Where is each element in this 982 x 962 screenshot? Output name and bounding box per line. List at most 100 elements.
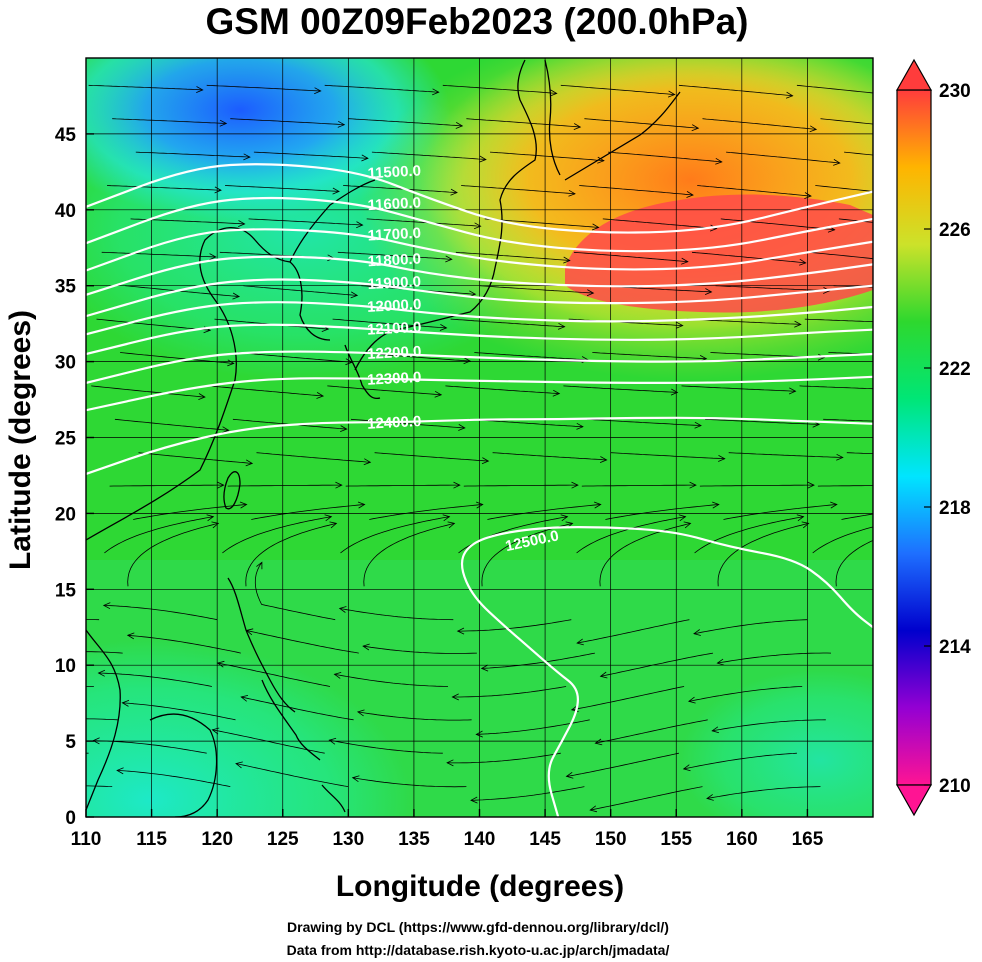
wind-arrowhead bbox=[463, 357, 472, 365]
streamline bbox=[592, 352, 707, 360]
contour-line-11900.0 bbox=[86, 278, 873, 318]
colorbar: 230 226 222 218 214 210 bbox=[895, 58, 971, 817]
streamline bbox=[245, 523, 337, 587]
wind-arrowhead bbox=[689, 481, 697, 489]
streamline bbox=[581, 484, 696, 487]
wind-arrowhead bbox=[712, 501, 720, 509]
field-red-region bbox=[565, 194, 873, 313]
streamline bbox=[206, 84, 321, 92]
wind-arrowhead bbox=[240, 695, 249, 702]
wind-arrowhead bbox=[445, 255, 453, 263]
y-tick-label: 20 bbox=[55, 504, 76, 525]
streamline bbox=[352, 777, 467, 788]
field-blue-region bbox=[86, 58, 450, 220]
streamline bbox=[127, 523, 219, 587]
x-tick-label: 120 bbox=[201, 829, 233, 850]
y-tick-label: 35 bbox=[55, 277, 77, 298]
streamline bbox=[447, 752, 561, 764]
wind-arrowhead bbox=[565, 771, 574, 779]
streamline bbox=[796, 84, 873, 94]
streamline bbox=[135, 151, 250, 158]
y-tick-label: 15 bbox=[55, 580, 77, 601]
streamline bbox=[127, 634, 241, 654]
streamline bbox=[91, 385, 205, 398]
streamline bbox=[348, 118, 463, 127]
streamline bbox=[823, 418, 873, 422]
streamline bbox=[256, 452, 371, 463]
streamline bbox=[566, 752, 679, 777]
streamline bbox=[227, 484, 342, 487]
streamline bbox=[88, 84, 203, 91]
contour-label: 11600.0 bbox=[367, 194, 421, 214]
wind-arrowhead bbox=[589, 805, 598, 813]
streamline bbox=[248, 218, 363, 226]
x-tick-label: 165 bbox=[792, 829, 824, 850]
streamline bbox=[470, 786, 585, 801]
streamline bbox=[340, 516, 450, 554]
colorbar-tick-label: 210 bbox=[939, 776, 971, 797]
streamline bbox=[332, 318, 447, 329]
wind-arrowhead bbox=[227, 359, 235, 367]
coastline-korea-peninsula bbox=[289, 179, 376, 263]
contour-label: 12100.0 bbox=[367, 319, 422, 339]
colorbar-tick-label: 226 bbox=[939, 220, 971, 241]
wind-arrowhead bbox=[362, 643, 370, 651]
wind-arrowhead bbox=[801, 521, 810, 529]
streamline bbox=[452, 686, 567, 698]
streamline bbox=[103, 605, 218, 621]
streamline bbox=[717, 652, 832, 664]
wind-arrowhead bbox=[328, 737, 337, 745]
wind-arrowhead bbox=[557, 322, 566, 330]
wind-arrowhead bbox=[709, 224, 718, 232]
coastline-mindanao bbox=[261, 679, 321, 761]
streamline bbox=[120, 352, 234, 364]
streamline bbox=[366, 218, 481, 227]
wind-arrowhead bbox=[345, 358, 353, 366]
colorbar-scale bbox=[896, 89, 932, 786]
streamline bbox=[98, 672, 212, 687]
streamline bbox=[86, 686, 94, 687]
coastline-china-korea bbox=[86, 227, 331, 541]
wind-arrowhead bbox=[458, 424, 466, 431]
wind-arrowhead bbox=[704, 288, 713, 295]
streamline bbox=[117, 770, 231, 787]
y-axis-ticks: 0 5 10 15 20 25 30 35 40 45 bbox=[55, 125, 94, 829]
streamline bbox=[828, 352, 873, 355]
wind-arrowhead bbox=[245, 628, 254, 636]
wind-arrowhead bbox=[126, 632, 135, 640]
wind-arrowhead bbox=[594, 738, 603, 746]
streamline bbox=[484, 218, 599, 228]
streamline bbox=[104, 516, 214, 554]
streamline bbox=[715, 285, 830, 292]
wind-arrowhead bbox=[432, 88, 440, 96]
wind-arrowhead bbox=[361, 154, 369, 162]
wind-arrowhead bbox=[470, 796, 478, 804]
contour-label: 12300.0 bbox=[367, 369, 422, 389]
wind-arrowhead bbox=[809, 125, 818, 133]
wind-arrowhead bbox=[576, 638, 584, 646]
wind-arrowhead bbox=[676, 321, 684, 329]
wind-arrowhead bbox=[455, 122, 464, 129]
streamline bbox=[841, 513, 873, 520]
wind-arrowhead bbox=[338, 606, 347, 613]
wind-arrowhead bbox=[711, 726, 720, 734]
wind-arrowhead bbox=[351, 775, 360, 783]
streamline bbox=[86, 752, 89, 754]
contour-label: 11900.0 bbox=[367, 273, 421, 293]
wind-streamlines bbox=[86, 84, 873, 813]
streamline bbox=[602, 218, 717, 229]
contour-label: 11800.0 bbox=[367, 251, 421, 271]
streamline bbox=[691, 251, 806, 264]
wind-arrowhead bbox=[243, 153, 251, 161]
wind-arrowhead bbox=[560, 514, 569, 522]
streamline bbox=[133, 504, 247, 520]
streamline bbox=[217, 662, 331, 687]
streamline bbox=[112, 118, 227, 124]
chart-title: GSM 00Z09Feb2023 (200.0hPa) bbox=[206, 1, 749, 42]
wind-arrowhead bbox=[209, 253, 217, 261]
contour-label: 11700.0 bbox=[367, 225, 421, 245]
wind-arrowhead bbox=[235, 761, 243, 769]
contour-line-12400.0 bbox=[86, 416, 873, 475]
streamline bbox=[235, 763, 349, 787]
streamline bbox=[487, 504, 601, 520]
